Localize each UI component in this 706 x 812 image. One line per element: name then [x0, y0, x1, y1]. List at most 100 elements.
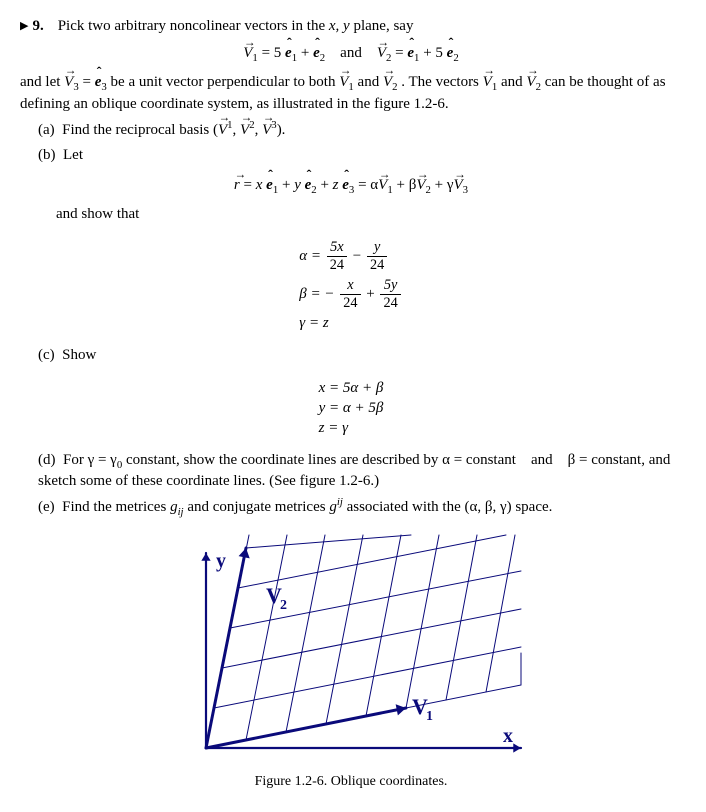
re3: e [342, 177, 349, 194]
a-V2: V [240, 120, 249, 142]
r-x: x [256, 177, 263, 193]
part-a: (a) Find the reciprocal basis (V1, V2, V… [38, 120, 682, 142]
V2b-sub: 2 [392, 81, 397, 93]
r-b: + β [396, 177, 416, 193]
rV1s: 1 [387, 184, 392, 196]
V1c: V [483, 72, 492, 94]
a-V3: V [262, 120, 271, 142]
e1b-sub: 1 [414, 52, 419, 64]
eq-vectors-def: V1 = 5 e1 + e2 and V2 = e1 + 5 e2 [20, 45, 682, 62]
para-v3: and let V3 = e3 be a unit vector perpend… [20, 72, 682, 116]
eq-c: x = 5α + β y = α + 5β z = γ [20, 377, 682, 440]
part-e: (e) Find the metrices gij and conjugate … [38, 497, 682, 519]
V2b: V [383, 72, 392, 94]
eq1-and: and [340, 45, 362, 61]
r-eq2: = α [358, 177, 378, 193]
V2: V [377, 45, 386, 62]
V1c-sub: 1 [492, 81, 497, 93]
b-d1: 24 [340, 295, 360, 312]
rV3: V [454, 177, 463, 194]
p2-2: be a unit vector perpendicular to both [111, 74, 340, 90]
e2b: e [447, 45, 454, 62]
d-and: and [531, 452, 553, 468]
a-d2: 24 [367, 257, 387, 274]
re1s: 1 [273, 184, 278, 196]
r-p1: + [282, 177, 294, 193]
p2-eq: = [82, 74, 94, 90]
eq1-a: = 5 [262, 45, 282, 61]
p2-3: . The vectors [401, 74, 482, 90]
r-z: z [333, 177, 339, 193]
b-plus: + [366, 286, 374, 302]
a-n1: 5x [327, 239, 347, 257]
e2-sub: 2 [320, 52, 325, 64]
svg-text:2: 2 [280, 598, 287, 613]
b-lhs: β = − [299, 286, 334, 302]
beta-line: β = − x24 + 5y24 [299, 277, 402, 312]
e-g2s: ij [337, 496, 343, 508]
re3s: 3 [349, 184, 354, 196]
e1: e [285, 45, 292, 62]
b-n1: x [340, 277, 360, 295]
V1b-sub: 1 [348, 81, 353, 93]
eq-alpha-beta-gamma: α = 5x24 − y24 β = − x24 + 5y24 γ = z [20, 236, 682, 335]
p2-and: and [358, 74, 383, 90]
b-d2: 24 [380, 295, 400, 312]
a-label: (a) [38, 122, 55, 138]
rV2s: 2 [426, 184, 431, 196]
marker-icon: ▶ [20, 19, 28, 32]
lead-1: Pick two arbitrary noncolinear vectors i… [58, 18, 329, 34]
rV2: V [416, 177, 425, 194]
eq-r: r = x e1 + y e2 + z e3 = αV1 + βV2 + γV3 [20, 177, 682, 194]
b-text: Let [63, 147, 83, 163]
a-text: Find the reciprocal basis ( [62, 122, 218, 138]
V3: V [64, 72, 73, 94]
c-eq3: z = γ [319, 420, 384, 437]
V3-sub: 3 [73, 81, 78, 93]
lead-2: plane, say [350, 18, 414, 34]
r-y: y [294, 177, 301, 193]
e1b: e [407, 45, 414, 62]
d-sub0: 0 [117, 459, 122, 471]
problem-header: ▶ 9. Pick two arbitrary noncolinear vect… [20, 18, 682, 35]
c-label: (c) [38, 347, 55, 363]
d-p1: For γ = γ [63, 452, 117, 468]
p2-1: and let [20, 74, 64, 90]
figure-caption: Figure 1.2-6. Oblique coordinates. [20, 774, 682, 790]
plane-vars: x, y [329, 18, 350, 34]
show-that: and show that [56, 204, 682, 226]
V1b: V [339, 72, 348, 94]
e1-sub: 1 [292, 52, 297, 64]
d-p2: constant, show the coordinate lines are … [126, 452, 516, 468]
b-label: (b) [38, 147, 56, 163]
a-d1: 24 [327, 257, 347, 274]
c-eq1: x = 5α + β [319, 380, 384, 397]
p2-and2: and [501, 74, 526, 90]
e2b-sub: 2 [453, 52, 458, 64]
e3-sub: 3 [101, 81, 106, 93]
eq1-plus1: + [301, 45, 313, 61]
part-b: (b) Let [38, 145, 682, 167]
e-p3: associated with the (α, β, γ) space. [347, 499, 553, 515]
a-lhs: α = [299, 248, 321, 264]
e3: e [95, 72, 102, 94]
c-eq2: y = α + 5β [319, 400, 384, 417]
re1: e [266, 177, 273, 194]
rV1: V [378, 177, 387, 194]
d-label: (d) [38, 452, 56, 468]
part-c: (c) Show [38, 345, 682, 367]
problem-number: 9. [32, 18, 43, 35]
a-n2: y [367, 239, 387, 257]
svg-text:y: y [216, 550, 226, 572]
part-d: (d) For γ = γ0 constant, show the coordi… [38, 450, 682, 494]
a-V1: V [218, 120, 227, 142]
V2c-sub: 2 [536, 81, 541, 93]
V2c: V [526, 72, 535, 94]
lead-text: Pick two arbitrary noncolinear vectors i… [58, 18, 414, 35]
oblique-figure-svg: xyV1V2 [151, 533, 551, 763]
rV3s: 3 [463, 184, 468, 196]
gamma-line: γ = z [299, 315, 402, 332]
b-n2: 5y [380, 277, 400, 295]
eq1-b: = [395, 45, 407, 61]
e-p2: and conjugate metrices [187, 499, 329, 515]
